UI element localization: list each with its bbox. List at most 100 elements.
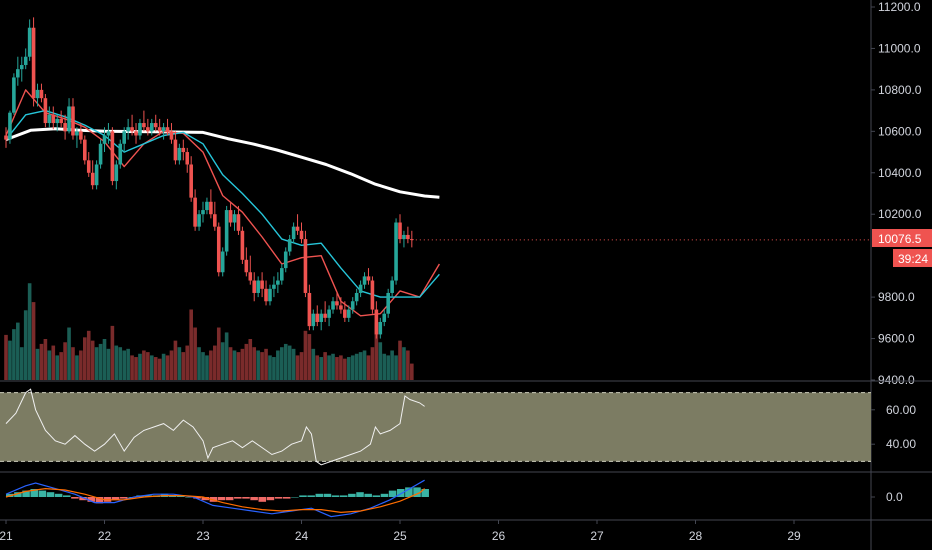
candle-body [252,280,257,293]
price-tick-label: 9600.0 [878,332,915,346]
candle-body [386,292,390,314]
candle-body [173,139,178,161]
candle-body [59,118,63,124]
candle-body [205,201,209,211]
candle-body [358,284,363,293]
volume-bar [8,340,12,380]
candle-body [287,239,292,252]
volume-bar [410,363,414,380]
volume-bar [146,352,150,380]
macd-histogram-bar [120,497,128,499]
volume-bar [307,334,312,380]
volume-bar [185,345,190,380]
volume-bar [370,347,375,380]
candle-body [350,301,355,310]
macd-histogram-bar [71,497,79,499]
candle-body [193,197,197,227]
candle-body [27,27,32,57]
volume-bar [236,352,241,380]
candle-body [272,284,276,289]
candle-body [23,56,28,66]
macd-signal-line [5,487,425,514]
moving-average-line [5,109,440,298]
price-axis[interactable]: 11200.0 11000.0 10800.0 10600.0 10400.0 10200… [871,0,922,387]
macd-histogram-bar [388,490,397,497]
volume-bar [47,350,52,380]
volume-bar [350,355,355,380]
candle-body [169,131,174,140]
volume-bar [283,343,288,380]
candle-body [146,127,150,132]
volume-bar [256,350,260,380]
last-price-badge-bg [872,229,932,247]
candle-body [31,27,36,99]
candle-body [311,313,316,327]
macd-histogram-bar [63,495,71,497]
macd-histogram-bar [356,492,364,497]
candle-body [98,143,103,165]
time-tick-label: 29 [787,529,801,543]
candle-body [406,234,410,240]
volume-bar [98,343,103,380]
time-axis[interactable]: 21 22 23 24 25 26 27 28 29 [0,520,801,543]
candle-body [362,276,367,285]
volume-bar [209,350,213,380]
candle-body [43,98,48,124]
candle-body [153,123,158,128]
candle-body [291,226,296,240]
price-tick-label: 9800.0 [878,290,915,304]
volume-bar [19,347,24,380]
macd-histogram-bar [217,497,226,501]
candle-body [402,234,406,240]
macd-histogram-bar [258,497,267,502]
volume-bar [216,327,221,380]
volume-bar [331,353,335,380]
rsi-pane[interactable] [0,388,871,466]
candle-body [35,89,40,99]
volume-bar [319,357,323,380]
candle-body [323,313,327,318]
macd-histogram-bar [413,487,421,497]
macd-histogram-bar [380,493,389,497]
volume-bar [90,340,95,380]
volume-bar [244,343,249,380]
macd-histogram-bar [201,497,210,501]
countdown-badge-bg [893,249,932,267]
volume-bar [252,347,257,380]
volume-bar [161,353,166,380]
candle-body [165,127,170,132]
volume-bar [220,342,225,380]
volume-bar [390,350,394,380]
time-tick-label: 24 [295,529,309,543]
volume-bar [280,347,284,380]
candle-body [8,112,12,140]
candle-body [94,164,99,186]
macd-histogram-bar [193,497,201,499]
macd-axis[interactable]: 0.0 [871,490,903,504]
macd-histogram-bar [30,489,38,497]
candle-body [4,135,8,140]
candle-body [295,226,300,231]
volume-bar [35,348,40,380]
candle-body [83,139,87,161]
volume-bar [149,355,154,380]
price-pane[interactable] [4,17,871,380]
volume-bar [114,345,119,380]
candle-body [71,106,75,136]
volume-bar [398,340,402,380]
rsi-tick-label: 60.00 [886,403,916,417]
volume-bar [311,348,316,380]
macd-histogram-bar [22,490,30,497]
volume-bar [354,353,359,380]
macd-pane[interactable] [5,479,429,518]
time-tick-label: 28 [689,529,703,543]
volume-bar [260,352,264,380]
macd-histogram-bar [307,495,315,497]
volume-bar [402,347,406,380]
rsi-axis[interactable]: 60.00 40.00 [871,403,916,451]
volume-bar [75,355,79,380]
candle-body [378,321,383,335]
candle-body [244,259,249,273]
candle-body [248,272,253,281]
